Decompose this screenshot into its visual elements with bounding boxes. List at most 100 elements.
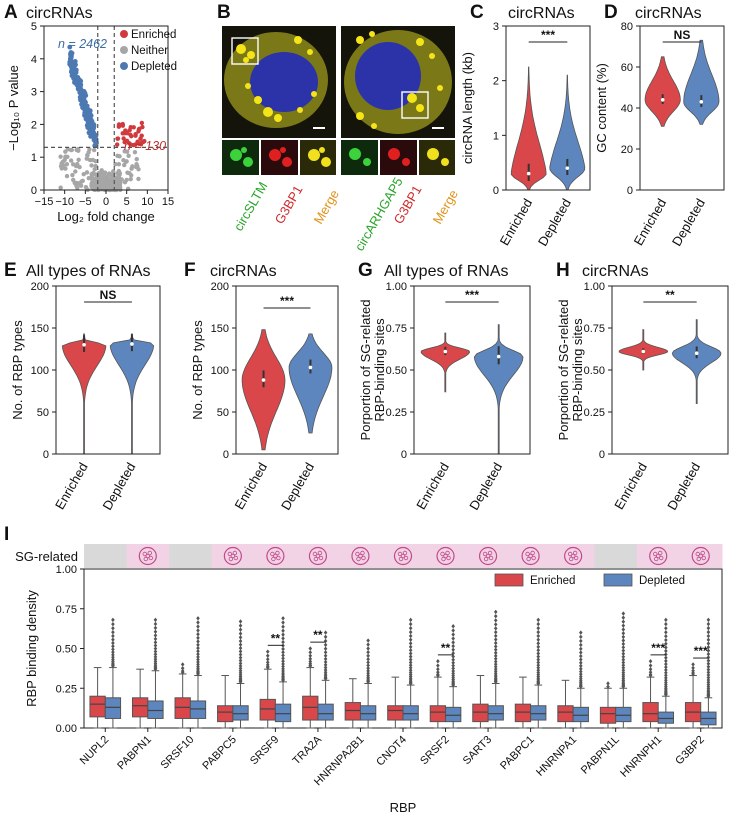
sg-icon-dot: [696, 556, 701, 562]
point-enriched: [124, 138, 130, 144]
box-enriched: [472, 703, 489, 723]
point-neither: [126, 153, 131, 159]
outlier: [196, 632, 200, 637]
outlier: [323, 642, 328, 648]
outlier: [238, 652, 243, 657]
sg-icon-dot: [488, 555, 494, 561]
outlier: [308, 653, 313, 658]
outlier: [706, 658, 711, 663]
sg-icon-outline: [393, 546, 413, 566]
outlier: [196, 662, 200, 667]
stress-granule-icon: [564, 546, 583, 566]
stress-granule-icon: [266, 546, 285, 566]
point-enriched: [140, 124, 145, 130]
outlier: [648, 659, 653, 664]
y-tick-label: 0.25: [386, 407, 407, 419]
outlier: [536, 668, 541, 673]
sg-icon-dot: [397, 551, 403, 557]
point-neither: [134, 156, 139, 162]
outlier: [408, 641, 413, 646]
outlier: [408, 668, 413, 673]
sg-icon-dot: [148, 555, 153, 561]
y-tick-label: 3: [493, 21, 499, 33]
sg-icon-dot: [568, 556, 574, 562]
point-neither: [94, 175, 100, 181]
outlier: [536, 663, 541, 668]
sg-icon-dot: [701, 555, 706, 561]
point-enriched: [115, 136, 120, 141]
y-tick-label: 0.25: [56, 683, 77, 695]
stress-granule-icon: [308, 546, 328, 566]
sg-icon-dot: [698, 553, 703, 559]
point-neither: [87, 147, 92, 152]
y-tick-label: 40: [621, 103, 633, 115]
box-enriched: [642, 702, 659, 723]
panel-label-c: C: [470, 2, 484, 23]
legend-marker: [120, 30, 128, 38]
outlier: [196, 654, 200, 660]
point-neither: [124, 177, 129, 183]
point-neither: [70, 177, 76, 183]
outlier: [408, 633, 413, 639]
outlier: [323, 646, 328, 651]
outlier: [621, 634, 626, 640]
outlier: [153, 633, 158, 638]
violin-median: [641, 349, 646, 354]
x-tick-label: SART3: [461, 734, 494, 767]
outlier: [493, 622, 498, 627]
sg-icon-outline: [436, 546, 455, 566]
x-tick-label: 0: [103, 196, 109, 208]
outlier: [606, 684, 610, 689]
outlier: [238, 627, 243, 632]
outlier: [436, 659, 440, 664]
x-tick-label: 10: [141, 196, 153, 208]
stress-granule-icon: [478, 546, 498, 566]
outlier: [153, 617, 158, 623]
point-neither: [76, 148, 81, 153]
point-neither: [68, 147, 74, 153]
outlier: [578, 630, 583, 635]
box-enriched: [174, 697, 191, 719]
point-neither: [111, 169, 116, 174]
point-enriched: [139, 120, 145, 126]
sg-icon-dot: [147, 550, 152, 556]
outlier: [408, 657, 413, 662]
violin-rbp-all: Enriched Depleted 0 50 100 150 200 NS No. of RBP…: [10, 281, 161, 513]
violin-depleted: [288, 333, 333, 434]
outlier: [664, 617, 668, 623]
box-enriched: [599, 706, 617, 724]
outlier: [578, 642, 583, 648]
outlier: [493, 613, 498, 619]
outlier: [111, 637, 115, 642]
x-tick-label: Enriched: [413, 460, 452, 512]
outlier: [706, 644, 711, 650]
x-tick-label: Depleted: [278, 460, 317, 513]
outlier: [238, 666, 243, 671]
point-enriched: [114, 142, 120, 147]
box-enriched: [557, 705, 574, 723]
point-neither: [93, 163, 98, 169]
outlier: [366, 671, 370, 676]
micrograph-left: [222, 26, 336, 175]
y-tick-label: 1.00: [584, 281, 605, 293]
box-depleted: [657, 711, 675, 724]
x-tick-label: −10: [55, 196, 74, 208]
box-enriched: [259, 698, 276, 721]
y-tick-label: 0: [43, 449, 49, 461]
y-tick-label: 5: [31, 21, 37, 33]
outlier: [366, 663, 370, 668]
x-axis-label: Log₂ fold change: [57, 209, 155, 224]
sg-icon-dot: [275, 550, 280, 556]
panel-label-b: B: [217, 2, 231, 23]
outlier: [180, 662, 185, 667]
outlier: [281, 650, 285, 655]
outlier: [706, 667, 711, 672]
outlier: [493, 609, 498, 615]
violin-depleted: [473, 324, 524, 455]
point-neither: [136, 176, 141, 182]
violin-median: [261, 378, 266, 382]
point-neither: [86, 175, 91, 181]
sg-icon-dot: [402, 550, 408, 556]
outlier: [111, 644, 115, 649]
